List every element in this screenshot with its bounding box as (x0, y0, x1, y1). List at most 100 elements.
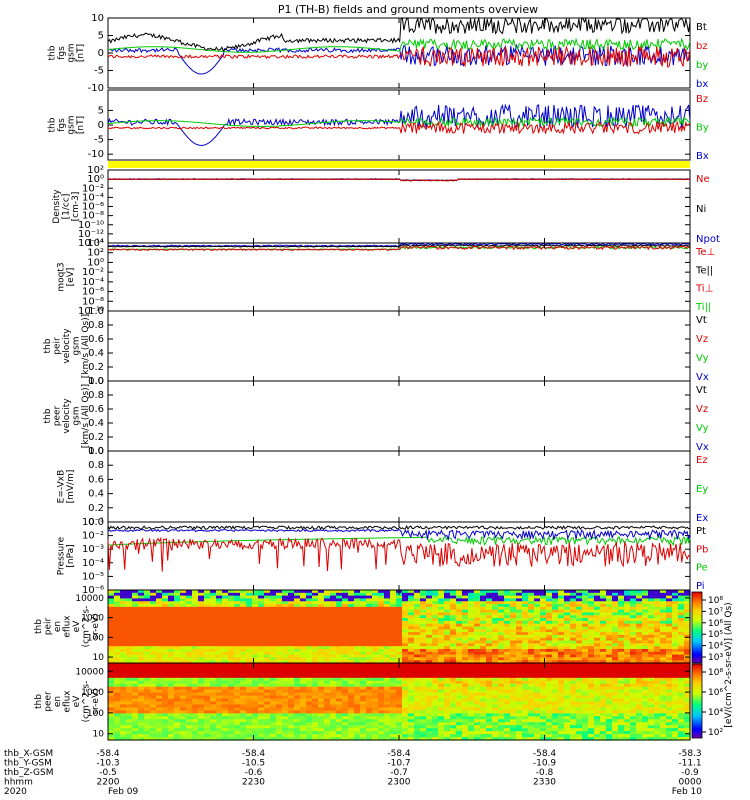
spectrogram-cell (600, 704, 607, 709)
spectrogram-cell (336, 731, 343, 735)
spectrogram-cell (444, 665, 451, 670)
spectrogram-cell (426, 637, 433, 642)
spectrogram-cell (144, 674, 151, 679)
spectrogram-cell (594, 734, 601, 738)
spectrogram-cell (264, 637, 271, 642)
spectrogram-cell (432, 612, 439, 616)
spectrogram-cell (204, 660, 211, 664)
spectrogram-cell (246, 671, 253, 676)
spectrogram-cell (222, 722, 229, 726)
spectrogram-cell (504, 590, 511, 594)
spectrogram-cell (150, 663, 157, 667)
spectrogram-cell (522, 731, 529, 735)
spectrogram-cell (408, 680, 415, 685)
spectrogram-cell (198, 643, 205, 647)
spectrogram-cell (546, 609, 553, 614)
spectrogram-cell (486, 713, 493, 717)
spectrogram-cell (600, 731, 607, 735)
spectrogram-cell (294, 660, 301, 664)
spectrogram-cell (318, 671, 325, 676)
spectrogram-cell (150, 590, 157, 594)
spectrogram-cell (390, 725, 397, 729)
spectrogram-cell (114, 665, 121, 670)
spectrogram-cell (582, 606, 589, 611)
spectrogram-cell (204, 731, 211, 735)
spectrogram-cell (666, 629, 673, 633)
spectrogram-cell (108, 686, 115, 691)
spectrogram-cell (474, 606, 481, 611)
spectrogram-cell (582, 620, 589, 625)
spectrogram-cell (486, 595, 493, 600)
spectrogram-cell (570, 657, 577, 661)
spectrogram-cell (474, 618, 481, 622)
spectrogram-cell (522, 719, 529, 723)
spectrogram-cell (498, 704, 505, 709)
spectrogram-cell (198, 683, 205, 688)
spectrogram-cell (444, 674, 451, 679)
spectrogram-cell (678, 615, 685, 619)
spectrogram-cell (420, 680, 427, 685)
spectrogram-cell (396, 710, 403, 714)
spectrogram-cell (486, 668, 493, 673)
spectrogram-cell (474, 646, 481, 650)
spectrogram-cell (384, 651, 391, 656)
spectrogram-cell (138, 660, 145, 664)
spectrogram-cell (420, 725, 427, 729)
spectrogram-cell (246, 629, 253, 633)
spectrogram-cell (474, 601, 481, 605)
spectrogram-cell (366, 704, 373, 709)
spectrogram-cell (378, 606, 385, 611)
spectrogram-cell (312, 609, 319, 614)
spectrogram-cell (120, 620, 127, 625)
spectrogram-cell (480, 623, 487, 628)
spectrogram-cell (336, 707, 343, 711)
spectrogram-cell (654, 651, 661, 656)
spectrogram-cell (498, 590, 505, 594)
spectrogram-cell (354, 604, 361, 608)
spectrogram-cell (468, 643, 475, 647)
spectrogram-cell (246, 643, 253, 647)
spectrogram-cell (414, 710, 421, 714)
spectrogram-cell (366, 620, 373, 625)
spectrogram-cell (252, 737, 259, 741)
spectrogram-cell (174, 640, 181, 644)
spectrogram-cell (192, 716, 199, 720)
spectrogram-cell (384, 612, 391, 616)
spectrogram-cell (246, 595, 253, 600)
spectrogram-cell (156, 674, 163, 679)
spectrogram-cell (402, 722, 409, 726)
series-pt (107, 524, 690, 531)
spectrogram-cell (366, 710, 373, 714)
spectrogram-cell (330, 704, 337, 709)
spectrogram-cell (180, 648, 187, 653)
spectrogram-cell (516, 595, 523, 600)
spectrogram-cell (426, 657, 433, 661)
spectrogram-cell (408, 665, 415, 670)
spectrogram-cell (648, 654, 655, 658)
spectrogram-cell (558, 677, 565, 682)
spectrogram-cell (318, 595, 325, 600)
spectrogram-cell (510, 671, 517, 676)
spectrogram-cell (378, 725, 385, 729)
spectrogram-cell (684, 604, 691, 608)
legend-by-1: by (696, 60, 708, 71)
spectrogram-cell (300, 674, 307, 679)
spectrogram-cell (492, 637, 499, 642)
spectrogram-cell (282, 632, 289, 636)
spectrogram-cell (678, 651, 685, 656)
spectrogram-cell (498, 654, 505, 658)
spectrogram-cell (606, 692, 613, 697)
spectrogram-cell (120, 686, 127, 691)
spectrogram-cell (180, 609, 187, 614)
spectrogram-cell (234, 634, 241, 639)
spectrogram-cell (192, 737, 199, 741)
spectrogram-cell (420, 692, 427, 697)
spectrogram-cell (324, 595, 331, 600)
spectrogram-cell (546, 651, 553, 656)
spectrogram-cell (396, 707, 403, 711)
spectrogram-cell (342, 604, 349, 608)
spectrogram-cell (228, 710, 235, 714)
spectrogram-cell (144, 606, 151, 611)
spectrogram-cell (210, 674, 217, 679)
